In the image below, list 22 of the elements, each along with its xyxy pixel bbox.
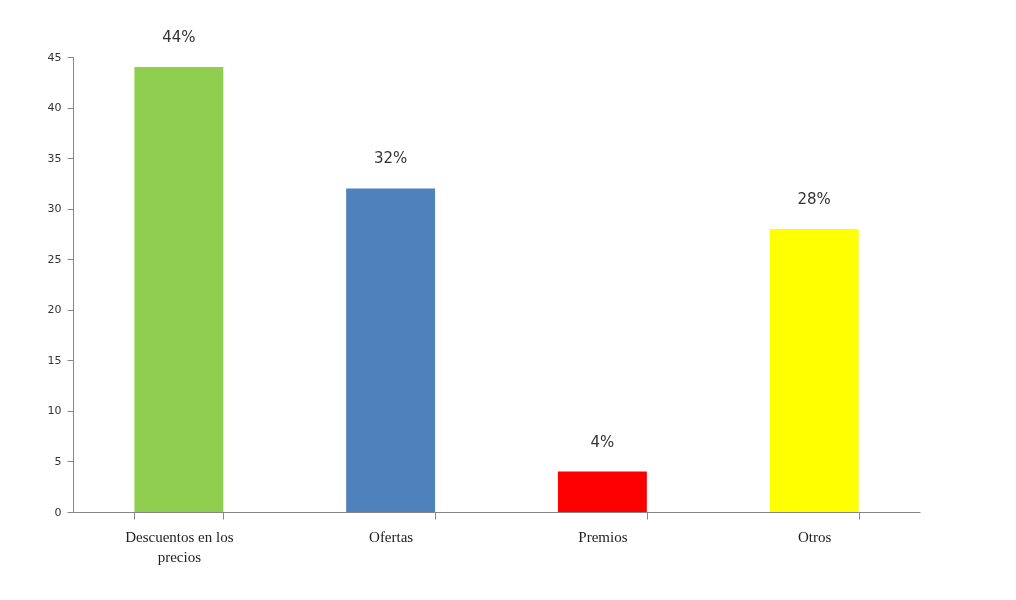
bar bbox=[346, 188, 436, 512]
x-tick-label: Ofertas bbox=[369, 528, 414, 545]
y-tick-label: 40 bbox=[47, 101, 62, 115]
y-tick-label: 20 bbox=[47, 303, 62, 317]
y-tick-label: 45 bbox=[47, 50, 62, 64]
x-tick-label: Premios bbox=[578, 528, 628, 545]
y-tick-label: 35 bbox=[47, 151, 62, 165]
data-label: 28% bbox=[797, 189, 831, 208]
data-label: 4% bbox=[590, 432, 615, 451]
bar bbox=[557, 471, 647, 512]
y-tick-label: 10 bbox=[47, 404, 62, 418]
bar bbox=[769, 228, 859, 512]
y-tick-label: 15 bbox=[47, 353, 62, 367]
y-tick-label: 5 bbox=[54, 454, 62, 468]
x-tick-label: Descuentos en los precios bbox=[125, 528, 234, 565]
y-tick-label: 25 bbox=[47, 252, 62, 266]
x-tick-label: Otros bbox=[797, 528, 832, 545]
bar bbox=[134, 67, 224, 512]
y-tick-label: 30 bbox=[47, 202, 62, 216]
data-label: 32% bbox=[373, 149, 408, 168]
y-tick-label: 0 bbox=[54, 505, 62, 519]
data-label: 44% bbox=[162, 28, 196, 47]
